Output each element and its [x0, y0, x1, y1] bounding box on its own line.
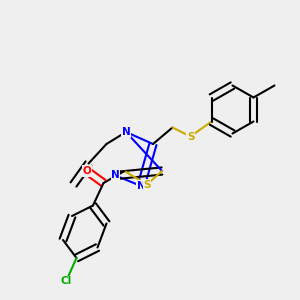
Text: S: S — [187, 131, 194, 142]
Text: N: N — [111, 170, 120, 181]
Text: Cl: Cl — [60, 276, 72, 286]
Text: N: N — [122, 127, 130, 137]
Text: N: N — [136, 181, 146, 191]
Text: S: S — [143, 179, 151, 190]
Text: O: O — [82, 166, 91, 176]
